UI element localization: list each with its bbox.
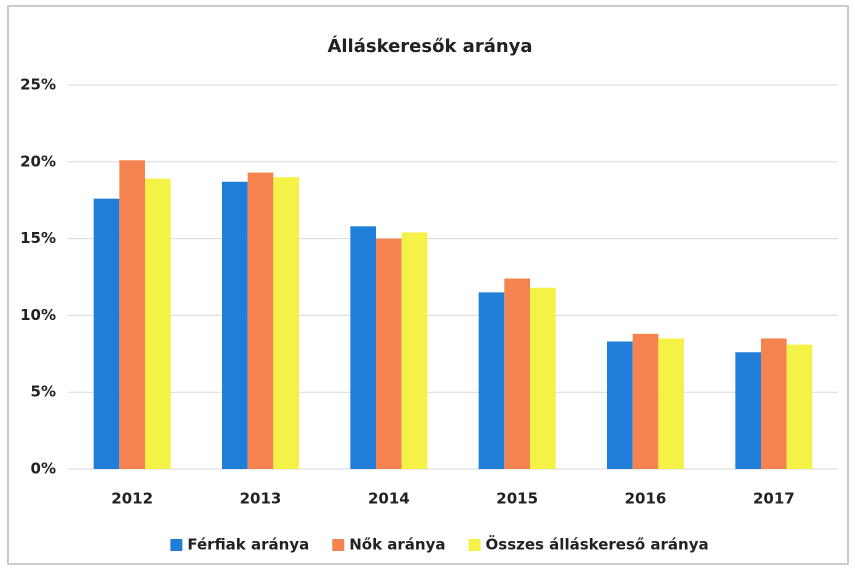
bar (530, 287, 556, 469)
bar (376, 238, 402, 469)
legend-label: Férfiak aránya (187, 536, 309, 554)
legend-swatch (170, 539, 183, 551)
y-tick-label: 5% (31, 383, 56, 401)
bar (478, 292, 505, 469)
y-tick-label: 20% (20, 152, 56, 170)
legend-label: Összes álláskereső aránya (486, 535, 709, 554)
bar (93, 198, 120, 469)
bar (658, 338, 684, 469)
bar (222, 181, 248, 469)
x-tick-label: 2014 (368, 490, 410, 508)
bar (504, 278, 530, 469)
x-tick-label: 2013 (240, 490, 282, 508)
x-tick-label: 2016 (625, 490, 667, 508)
x-tick-label: 2012 (111, 490, 153, 508)
legend-swatch (468, 539, 481, 551)
x-tick-label: 2015 (496, 490, 538, 508)
bar (350, 226, 376, 469)
bar (761, 338, 787, 469)
bar (145, 178, 171, 470)
bar (247, 172, 274, 469)
y-tick-label: 0% (31, 460, 56, 478)
y-tick-label: 15% (20, 229, 56, 247)
legend-swatch (332, 539, 345, 551)
chart-title: Álláskeresők aránya (327, 35, 532, 57)
bar (119, 160, 145, 469)
bar (401, 232, 428, 469)
bar (632, 333, 659, 469)
legend-label: Nők aránya (349, 536, 445, 554)
x-tick-label: 2017 (753, 490, 795, 508)
y-tick-label: 10% (20, 306, 56, 324)
bar (786, 344, 813, 469)
y-tick-label: 25% (20, 76, 56, 94)
bar (607, 341, 633, 469)
bar (735, 352, 761, 469)
bar (273, 177, 299, 469)
